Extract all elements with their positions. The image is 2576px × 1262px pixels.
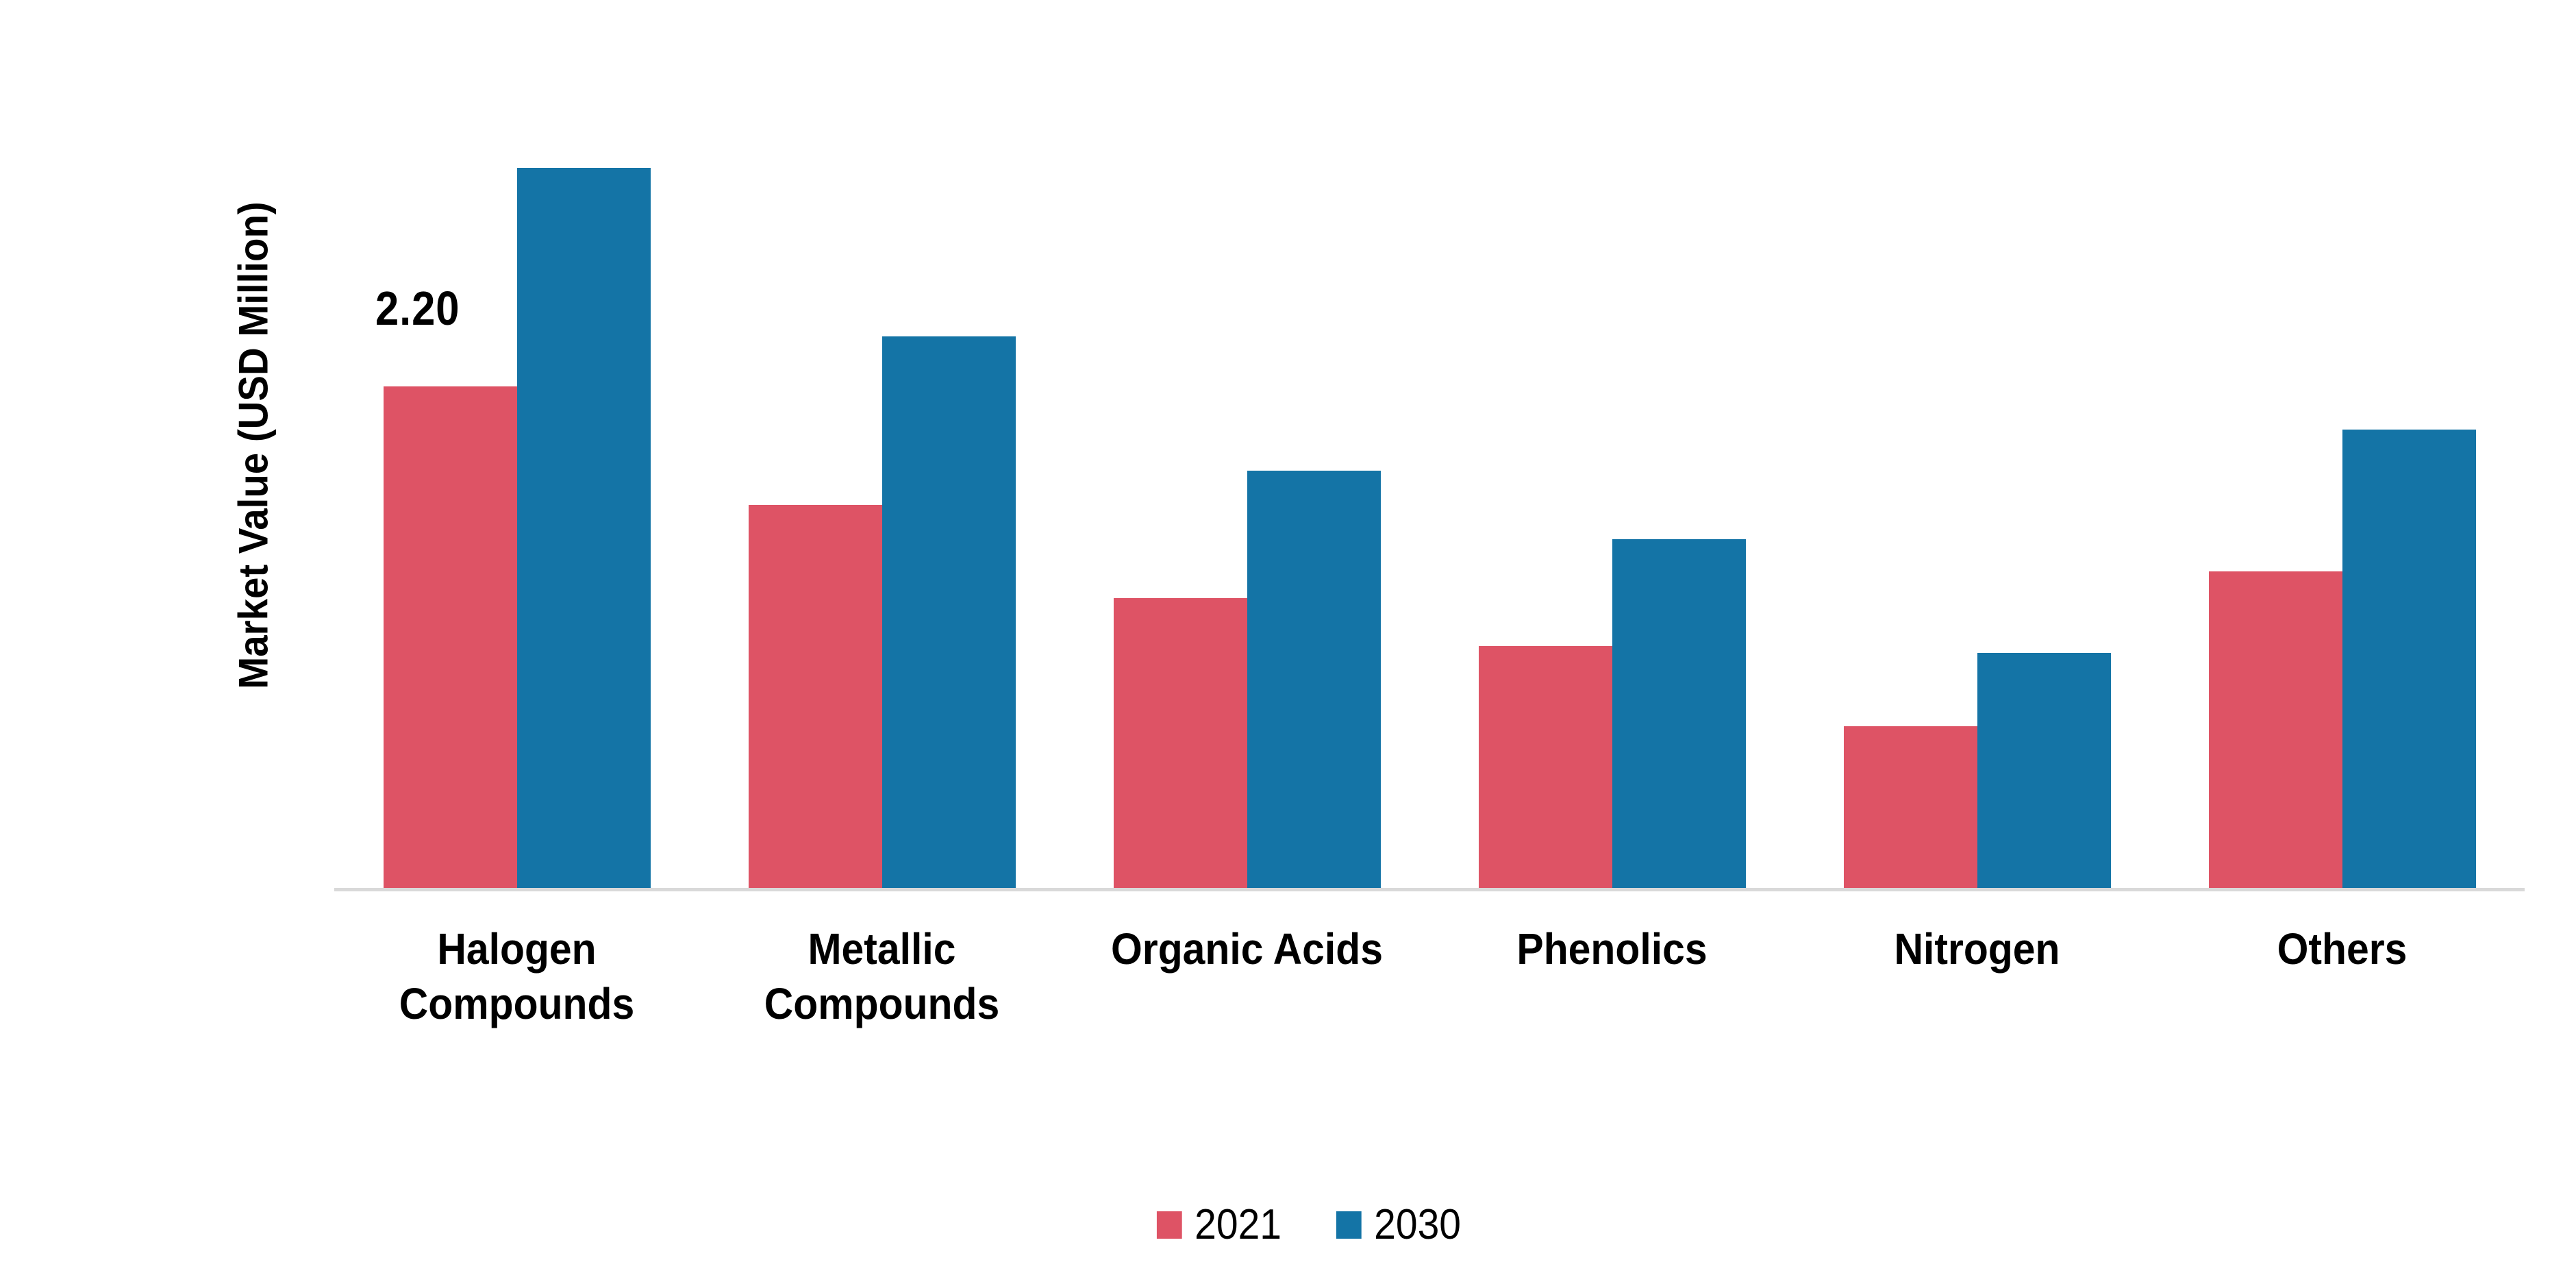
bar-2030-organic-acids[interactable]	[1247, 471, 1381, 888]
legend-item-2030[interactable]: 2030	[1336, 1200, 1461, 1249]
bar-2021-nitrogen[interactable]	[1844, 726, 1977, 888]
bar-2030-nitrogen[interactable]	[1977, 653, 2111, 888]
legend-item-2021[interactable]: 2021	[1156, 1200, 1281, 1249]
category-label: Others	[2277, 924, 2408, 974]
category-label: Organic Acids	[1110, 924, 1384, 974]
bar-2021-metallic-compounds[interactable]	[749, 505, 882, 888]
category-label: Metallic Compounds	[764, 924, 1000, 1028]
bar-2021-phenolics[interactable]	[1479, 646, 1612, 888]
category-label: Phenolics	[1516, 924, 1708, 974]
bar-2021-organic-acids[interactable]	[1114, 598, 1247, 888]
bar-2030-phenolics[interactable]	[1612, 539, 1746, 888]
bar-2030-metallic-compounds[interactable]	[882, 336, 1016, 888]
legend-swatch-icon	[1336, 1211, 1362, 1239]
bar-2021-halogen-compounds[interactable]	[384, 386, 517, 888]
x-axis-line	[334, 888, 2525, 891]
bar-2030-halogen-compounds[interactable]	[517, 168, 651, 888]
bar-2021-others[interactable]	[2209, 571, 2342, 888]
bar-value-label: 2.20	[375, 282, 460, 335]
bar-2030-others[interactable]	[2342, 430, 2476, 888]
category-label: Nitrogen	[1894, 924, 2060, 974]
legend-label: 2021	[1194, 1201, 1281, 1248]
category-label: Halogen Compounds	[399, 924, 635, 1028]
legend: 2021 2030	[0, 1200, 2576, 1249]
legend-swatch-icon	[1156, 1211, 1182, 1239]
legend-label: 2030	[1373, 1201, 1461, 1248]
